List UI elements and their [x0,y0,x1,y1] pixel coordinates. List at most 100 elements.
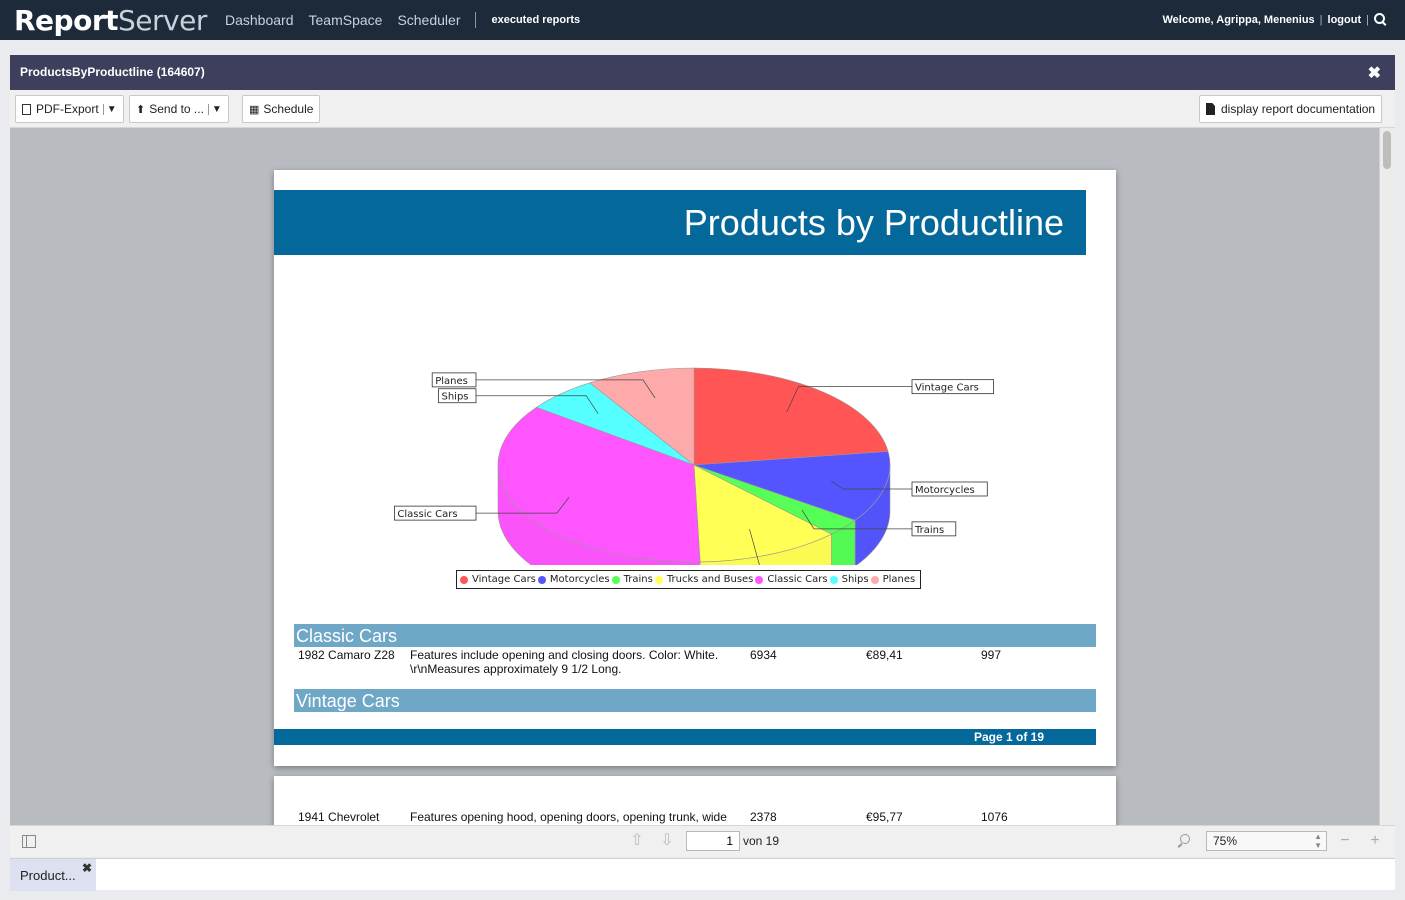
main-nav: Dashboard TeamSpace Scheduler executed r… [225,12,595,28]
zoom-select[interactable]: 75% ▲ ▼ [1206,831,1327,851]
zoom-value: 75% [1213,834,1238,848]
group-header-vintage-cars: Vintage Cars [294,689,1096,712]
user-area: Welcome, Agrippa, Menenius | logout | [1162,13,1387,26]
welcome-text: Welcome, Agrippa, Menenius [1162,13,1315,26]
pie-slice-1 [693,451,891,521]
send-to-label: Send to ... [149,102,204,116]
report-header-band: Products by Productline [274,190,1086,255]
nav-dashboard[interactable]: Dashboard [225,12,294,28]
page-footer-text: Page 1 of 19 [973,730,1044,744]
pie-slice-0 [693,367,889,466]
pie-label-2: Trains [914,525,944,536]
legend-item: Planes [870,574,915,585]
legend-label: Ships [841,574,869,585]
search-icon[interactable] [1374,13,1387,26]
pie-label-box-1 [911,481,988,497]
legend-dot [537,575,546,584]
legend-dot [654,575,663,584]
pie-label-4: Classic Cars [397,509,457,520]
product-description: Features opening hood, opening doors, op… [410,810,727,824]
group-header-classic-cars: Classic Cars [294,624,1096,647]
tab-product[interactable]: Product... ✖ [10,859,96,891]
leader-line-4 [476,497,570,514]
legend-dot [755,575,764,584]
page-number-input[interactable] [686,831,740,851]
pie-slice-4 [497,406,701,563]
upload-icon: ⬆ [136,103,146,116]
pie-slice-3 [693,464,833,563]
legend-label: Motorcycles [549,574,610,585]
price: €95,77 [866,810,903,824]
logout-link[interactable]: logout [1327,13,1362,26]
sidebar-toggle-icon[interactable] [22,835,36,848]
zoom-icon [1177,834,1191,848]
spinner-arrows-icon: ▲ ▼ [1314,832,1322,850]
legend-item: Motorcycles [537,574,610,585]
legend-dot [829,575,838,584]
brand-logo[interactable]: ReportServer [14,4,207,37]
scrollbar-thumb[interactable] [1383,131,1391,169]
chevron-down-icon[interactable]: ▼ [102,103,117,115]
report-toolbar: PDF-Export ▼ ⬆ Send to ... ▼ ▦ Schedule … [10,90,1395,128]
nav-scheduler[interactable]: Scheduler [397,12,461,28]
product-name: 1982 Camaro Z28 [298,648,395,662]
legend-label: Classic Cars [767,574,828,585]
leader-line-3 [749,529,760,565]
prev-page-icon[interactable]: ⇧ [630,832,644,849]
leader-line-0 [786,386,912,413]
calendar-icon: ▦ [249,103,260,116]
pdf-export-button[interactable]: PDF-Export ▼ [15,95,124,123]
report-window-title: ProductsByProductline (164607) [20,65,205,79]
legend-label: Trucks and Buses [666,574,754,585]
pie-label-box-2 [911,521,957,537]
pie-label-5: Ships [442,392,469,403]
leader-line-2 [801,509,912,530]
tab-bar: Product... ✖ [10,858,1395,891]
product-name: 1941 Chevrolet [298,810,380,824]
display-documentation-button[interactable]: display report documentation [1199,95,1383,123]
divider: | [1366,13,1369,26]
pie-label-box-4 [394,505,477,521]
vertical-scrollbar[interactable] [1379,128,1395,825]
legend-dot [611,575,620,584]
leader-line-1 [831,480,912,490]
document-icon [1206,103,1215,115]
top-navbar: ReportServer Dashboard TeamSpace Schedul… [0,0,1405,40]
zoom-in-icon[interactable]: + [1370,832,1380,849]
tab-label: Product... [20,868,76,883]
table-row: 1982 Camaro Z28 Features include opening… [298,648,1098,678]
chevron-down-icon[interactable]: ▼ [207,103,222,115]
legend-label: Vintage Cars [472,574,536,585]
report-page: 1941 Chevrolet Features opening hood, op… [274,776,1116,825]
pie-label-1: Motorcycles [915,485,975,496]
schedule-button[interactable]: ▦ Schedule [242,95,321,123]
pie-label-0: Vintage Cars [915,383,979,394]
chart-legend: Vintage Cars Motorcycles Trains Trucks and … [456,570,922,589]
report-window-header: ProductsByProductline (164607) ✖ [10,55,1395,90]
pager-bar: ⇧ ⇩ von 19 75% ▲▼ − + [10,825,1395,857]
stock: 1076 [981,810,1008,824]
product-description-line2: \r\nMeasures approximately 9 1/2 Long. [410,662,622,676]
nav-divider [475,12,477,28]
report-viewer[interactable]: Products by Productline Vintage Cars Moto… [10,128,1395,825]
close-icon[interactable]: ✖ [1367,65,1381,82]
pie-label-box-5 [438,388,477,404]
legend-item: Trains [611,574,653,585]
zoom-out-icon[interactable]: − [1340,832,1350,849]
nav-executed-reports[interactable]: executed reports [491,14,581,26]
documentation-label: display report documentation [1221,102,1376,116]
close-icon[interactable]: ✖ [81,861,92,875]
legend-item: Ships [829,574,869,585]
pie-label-6: Planes [435,376,468,387]
leader-line-6 [476,379,656,399]
report-title: Products by Productline [683,202,1064,243]
page-footer-band: Page 1 of 19 [274,729,1096,745]
legend-item: Classic Cars [755,574,828,585]
next-page-icon[interactable]: ⇩ [660,832,674,849]
divider: | [1319,13,1323,26]
send-to-button[interactable]: ⬆ Send to ... ▼ [129,95,229,123]
pie-label-box-0 [911,379,994,395]
pie-label-box-6 [431,372,477,388]
page-count-label: von 19 [743,834,780,848]
nav-teamspace[interactable]: TeamSpace [308,12,383,28]
